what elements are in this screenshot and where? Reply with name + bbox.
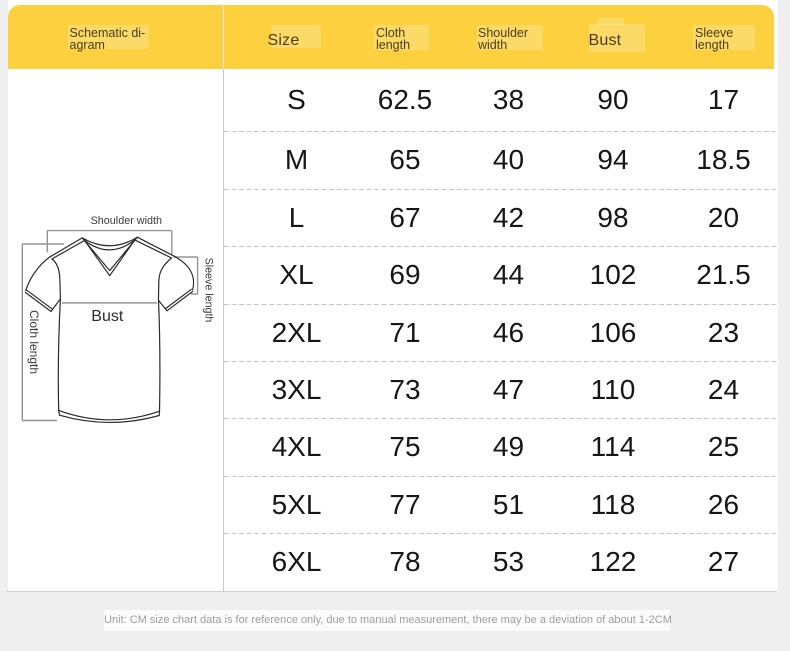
svg-text:Sleeve length: Sleeve length <box>203 258 215 323</box>
svg-text:Cloth length: Cloth length <box>27 310 41 374</box>
svg-text:Bust: Bust <box>91 308 124 325</box>
svg-text:Shoulder width: Shoulder width <box>91 215 162 227</box>
